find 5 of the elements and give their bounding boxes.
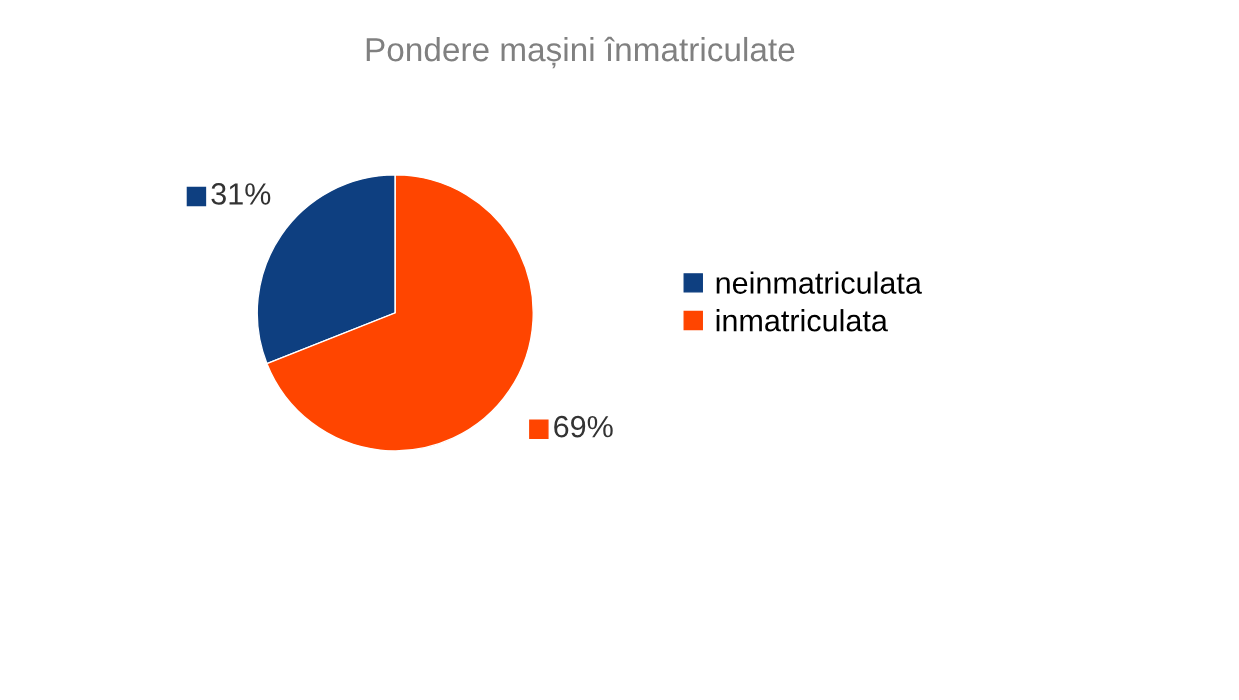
data-label: 69%: [554, 415, 613, 438]
legend-label: neinmatriculata: [716, 271, 922, 294]
legend-label: inmatriculata: [716, 309, 888, 332]
data-label: 31%: [211, 183, 271, 205]
chart-title: Pondere mașini înmatriculate: [366, 36, 795, 69]
